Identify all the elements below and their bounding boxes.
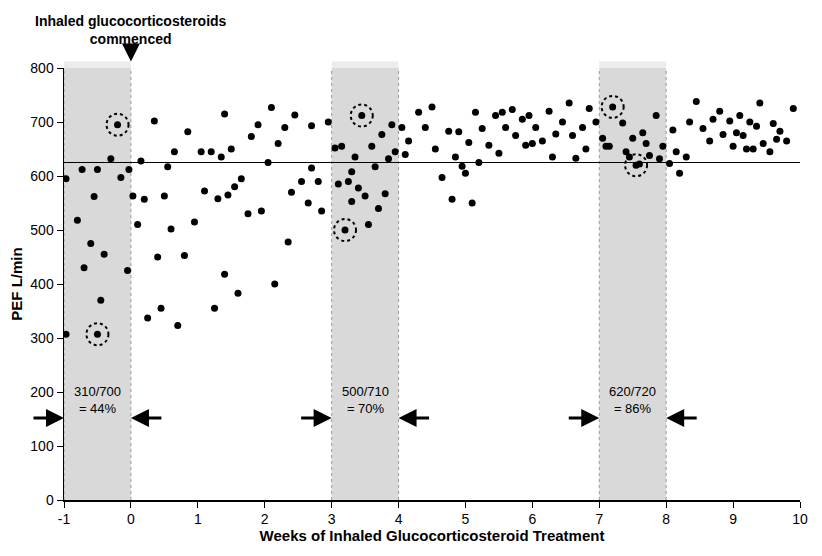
svg-text:2: 2 xyxy=(261,511,269,527)
svg-text:500/710= 70%: 500/710= 70% xyxy=(342,384,389,416)
svg-text:9: 9 xyxy=(729,511,737,527)
svg-text:0: 0 xyxy=(127,511,135,527)
svg-text:7: 7 xyxy=(595,511,603,527)
svg-text:3: 3 xyxy=(328,511,336,527)
svg-text:310/700= 44%: 310/700= 44% xyxy=(74,384,121,416)
svg-text:Weeks of Inhaled Glucocorticos: Weeks of Inhaled Glucocorticosteroid Tre… xyxy=(260,527,605,544)
svg-text:0: 0 xyxy=(46,492,54,508)
svg-text:8: 8 xyxy=(662,511,670,527)
svg-text:4: 4 xyxy=(395,511,403,527)
svg-text:600: 600 xyxy=(30,168,54,184)
svg-text:PEF L/min: PEF L/min xyxy=(8,247,25,320)
svg-text:Inhaled glucocorticosteroidsco: Inhaled glucocorticosteroidscommenced xyxy=(35,13,227,47)
svg-text:800: 800 xyxy=(30,60,54,76)
svg-text:300: 300 xyxy=(30,330,54,346)
svg-text:700: 700 xyxy=(30,114,54,130)
svg-text:620/720= 86%: 620/720= 86% xyxy=(609,384,656,416)
svg-text:100: 100 xyxy=(30,438,54,454)
svg-text:-1: -1 xyxy=(58,511,71,527)
svg-text:6: 6 xyxy=(528,511,536,527)
svg-text:5: 5 xyxy=(462,511,470,527)
svg-text:10: 10 xyxy=(792,511,808,527)
svg-text:1: 1 xyxy=(194,511,202,527)
svg-text:500: 500 xyxy=(30,222,54,238)
svg-text:400: 400 xyxy=(30,276,54,292)
svg-text:200: 200 xyxy=(30,384,54,400)
